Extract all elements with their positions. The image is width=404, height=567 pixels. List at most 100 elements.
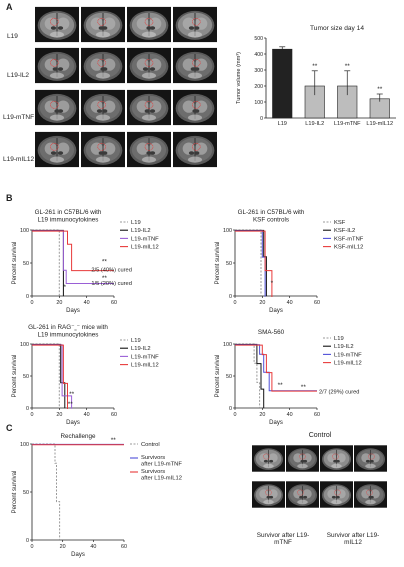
y-tick-label: 200 bbox=[254, 84, 263, 90]
chart-title: GL-261 in C57BL/6 with bbox=[35, 209, 102, 216]
y-tick-label: 100 bbox=[20, 342, 29, 348]
legend-label: Survivors bbox=[141, 455, 165, 461]
y-tick-label: 0 bbox=[26, 294, 29, 300]
x-tick-label: 20 bbox=[60, 544, 66, 550]
significance-marker: * bbox=[64, 284, 67, 291]
x-tick-label: 40 bbox=[287, 300, 293, 306]
legend-label: L19-IL2 bbox=[131, 346, 151, 352]
x-tick-label: 60 bbox=[314, 300, 320, 306]
survival-line bbox=[32, 230, 114, 272]
mri-scan-image bbox=[35, 46, 79, 85]
y-tick-label: 0 bbox=[260, 116, 263, 122]
significance-marker: ** bbox=[102, 275, 108, 282]
mri-scan-image bbox=[286, 478, 319, 511]
significance-marker: ** bbox=[278, 382, 284, 389]
significance-marker: ** bbox=[301, 384, 307, 391]
mri-scan-image bbox=[81, 130, 125, 169]
y-axis-label: Percent survival bbox=[12, 355, 18, 398]
x-tick-label: L19-IL2 bbox=[305, 121, 324, 127]
chart-title: SMA-560 bbox=[258, 329, 285, 336]
survival-line bbox=[32, 343, 66, 409]
survivor-mil12-caption: Survivor after L19-mIL12 bbox=[326, 532, 380, 547]
mri-scan-image bbox=[127, 46, 171, 85]
y-tick-label: 0 bbox=[229, 406, 232, 412]
legend-label: L19-mIL12 bbox=[131, 245, 159, 251]
y-tick-label: 0 bbox=[229, 294, 232, 300]
mri-scan-image bbox=[127, 130, 171, 169]
legend-label: KSF bbox=[334, 220, 346, 226]
x-tick-label: 20 bbox=[259, 412, 265, 418]
chart-tumor-size: Tumor size day 14 Tumor volume (mm³) 0 100 2… bbox=[226, 20, 402, 163]
panel-label-a: A bbox=[6, 2, 13, 12]
chart-title: GL-261 in RAG⁻˷⁻ mice with bbox=[28, 324, 108, 331]
survival-line bbox=[32, 443, 61, 540]
chart-svg: Tumor size day 14 Tumor volume (mm³) 0 100 2… bbox=[236, 25, 396, 127]
mri-scan-image bbox=[35, 5, 79, 44]
mri-scan-image bbox=[173, 5, 217, 44]
significance-marker: ** bbox=[102, 259, 108, 266]
survival-line bbox=[235, 230, 273, 297]
mri-scan-image bbox=[252, 478, 285, 511]
y-tick-label: 50 bbox=[226, 261, 232, 267]
legend-label: Control bbox=[141, 442, 160, 448]
legend-label: L19-mIL12 bbox=[334, 361, 362, 367]
x-tick-label: 40 bbox=[90, 544, 96, 550]
legend-label: KSF-IL2 bbox=[334, 228, 355, 234]
legend-label: L19-IL2 bbox=[334, 344, 354, 350]
survival-line bbox=[235, 344, 317, 392]
legend-label: after L19-mTNF bbox=[141, 462, 182, 468]
y-tick-label: 50 bbox=[23, 374, 29, 380]
chart-rechallenge: Rechallenge 0 50 100 0 20 40 60 Days Percent surv… bbox=[2, 428, 242, 567]
legend-label: L19-mTNF bbox=[131, 236, 159, 242]
survival-line bbox=[235, 229, 262, 296]
x-tick-label: L19-mTNF bbox=[334, 121, 361, 127]
mri-scan-image bbox=[354, 478, 387, 511]
survivor-mtnf-caption: Survivor after L19-mTNF bbox=[256, 532, 310, 547]
legend-label: KSF-mTNF bbox=[334, 236, 364, 242]
cure-annotation: 1/5 (20%) cured bbox=[91, 281, 131, 287]
significance-marker: ** bbox=[345, 63, 351, 70]
x-tick-label: 20 bbox=[56, 300, 62, 306]
x-tick-label: 20 bbox=[259, 300, 265, 306]
y-axis-label: Percent survival bbox=[215, 355, 221, 398]
y-tick-label: 100 bbox=[20, 228, 29, 234]
legend-label: Survivors bbox=[141, 469, 165, 475]
mri-scan-image bbox=[354, 442, 387, 475]
y-tick-label: 500 bbox=[254, 36, 263, 42]
mri-row-label-l19-mil12: L19-mIL12 bbox=[3, 156, 35, 163]
mri-scan-image bbox=[127, 88, 171, 127]
x-tick-label: 40 bbox=[287, 412, 293, 418]
mri-scan-image bbox=[81, 46, 125, 85]
mri-scan-image bbox=[173, 88, 217, 127]
survival-line bbox=[32, 229, 64, 297]
y-axis-label: Tumor volume (mm³) bbox=[236, 52, 242, 104]
chart-title: KSF controls bbox=[253, 216, 289, 223]
chart-gl261-ksf-controls: GL-261 in C57BL/6 with KSF controls 0 50 100… bbox=[205, 206, 403, 323]
mri-row-label-l19: L19 bbox=[7, 33, 18, 40]
survival-line bbox=[32, 344, 73, 409]
y-tick-label: 0 bbox=[26, 538, 29, 544]
mri-scan-image bbox=[35, 88, 79, 127]
x-tick-label: 40 bbox=[84, 412, 90, 418]
x-tick-label: 0 bbox=[31, 412, 34, 418]
chart-title: L19 immunocytokines bbox=[38, 331, 99, 338]
significance-marker: ** bbox=[68, 401, 74, 408]
y-tick-label: 300 bbox=[254, 68, 263, 74]
x-tick-label: 20 bbox=[56, 412, 62, 418]
mri-scan-image bbox=[173, 130, 217, 169]
mri-scan-image bbox=[81, 88, 125, 127]
x-axis-label: Days bbox=[269, 308, 283, 314]
x-tick-label: L19 bbox=[278, 121, 287, 127]
mri-scan-image bbox=[81, 5, 125, 44]
significance-marker: * bbox=[271, 280, 274, 287]
x-tick-label: 60 bbox=[314, 412, 320, 418]
y-tick-label: 400 bbox=[254, 52, 263, 58]
chart-title: GL-261 in C57BL/6 with bbox=[238, 209, 305, 216]
legend-label: after L19-mIL12 bbox=[141, 476, 182, 482]
y-axis-label: Percent survival bbox=[215, 242, 221, 285]
x-tick-label: 0 bbox=[31, 544, 34, 550]
survival-line bbox=[32, 229, 60, 296]
